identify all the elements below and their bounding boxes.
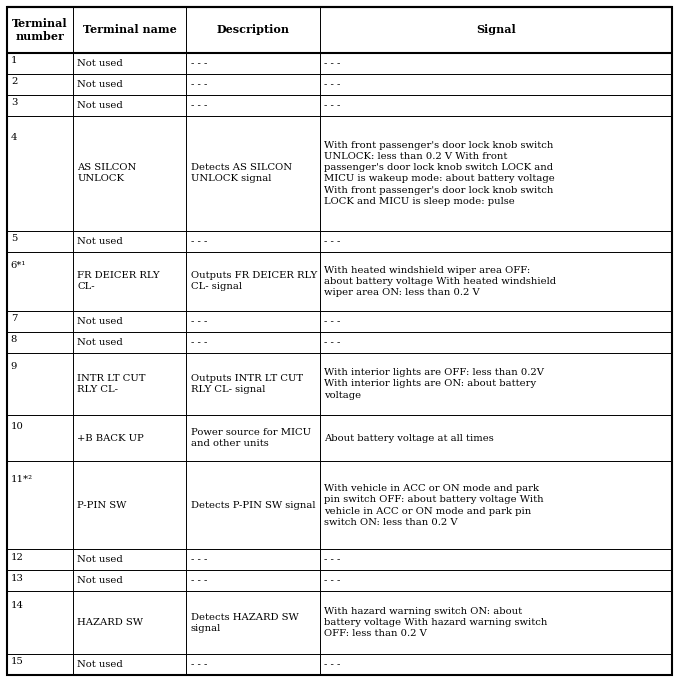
Text: Not used: Not used bbox=[77, 576, 123, 585]
Text: - - -: - - - bbox=[324, 660, 340, 669]
Text: FR DEICER RLY
CL-: FR DEICER RLY CL- bbox=[77, 271, 160, 291]
Text: - - -: - - - bbox=[324, 237, 340, 246]
Text: 3: 3 bbox=[11, 98, 17, 107]
Text: Outputs INTR LT CUT
RLY CL- signal: Outputs INTR LT CUT RLY CL- signal bbox=[191, 374, 303, 394]
Text: Signal: Signal bbox=[476, 25, 516, 35]
Text: 9: 9 bbox=[11, 362, 17, 371]
Text: Detects HAZARD SW
signal: Detects HAZARD SW signal bbox=[191, 612, 298, 633]
Text: - - -: - - - bbox=[324, 338, 340, 346]
Text: - - -: - - - bbox=[191, 80, 207, 89]
Text: 14: 14 bbox=[11, 601, 24, 610]
Text: 6*¹: 6*¹ bbox=[11, 261, 26, 270]
Text: - - -: - - - bbox=[324, 555, 340, 565]
Text: With hazard warning switch ON: about
battery voltage With hazard warning switch
: With hazard warning switch ON: about bat… bbox=[324, 607, 547, 638]
Text: 4: 4 bbox=[11, 133, 18, 142]
Text: With vehicle in ACC or ON mode and park
pin switch OFF: about battery voltage Wi: With vehicle in ACC or ON mode and park … bbox=[324, 484, 543, 527]
Text: With heated windshield wiper area OFF:
about battery voltage With heated windshi: With heated windshield wiper area OFF: a… bbox=[324, 266, 555, 297]
Text: Not used: Not used bbox=[77, 555, 123, 565]
Text: Not used: Not used bbox=[77, 59, 123, 68]
Text: - - -: - - - bbox=[324, 101, 340, 110]
Text: - - -: - - - bbox=[191, 237, 207, 246]
Text: - - -: - - - bbox=[191, 576, 207, 585]
Text: Not used: Not used bbox=[77, 316, 123, 325]
Text: - - -: - - - bbox=[324, 576, 340, 585]
Text: Detects AS SILCON
UNLOCK signal: Detects AS SILCON UNLOCK signal bbox=[191, 163, 291, 183]
Text: Detects P-PIN SW signal: Detects P-PIN SW signal bbox=[191, 501, 315, 510]
Text: Not used: Not used bbox=[77, 660, 123, 669]
Text: - - -: - - - bbox=[324, 316, 340, 325]
Text: Not used: Not used bbox=[77, 237, 123, 246]
Text: Not used: Not used bbox=[77, 80, 123, 89]
Text: - - -: - - - bbox=[191, 555, 207, 565]
Text: - - -: - - - bbox=[191, 316, 207, 325]
Text: 2: 2 bbox=[11, 77, 17, 86]
Text: Terminal
number: Terminal number bbox=[12, 18, 68, 42]
Text: - - -: - - - bbox=[191, 101, 207, 110]
Text: Power source for MICU
and other units: Power source for MICU and other units bbox=[191, 428, 310, 449]
Text: Terminal name: Terminal name bbox=[83, 25, 177, 35]
Text: 5: 5 bbox=[11, 234, 17, 243]
Text: 8: 8 bbox=[11, 335, 17, 344]
Text: Not used: Not used bbox=[77, 338, 123, 346]
Text: 7: 7 bbox=[11, 314, 17, 323]
Text: With front passenger's door lock knob switch
UNLOCK: less than 0.2 V With front
: With front passenger's door lock knob sw… bbox=[324, 141, 554, 206]
Text: AS SILCON
UNLOCK: AS SILCON UNLOCK bbox=[77, 163, 136, 183]
Text: 15: 15 bbox=[11, 657, 24, 666]
Text: About battery voltage at all times: About battery voltage at all times bbox=[324, 434, 494, 443]
Text: 1: 1 bbox=[11, 56, 18, 65]
Text: Description: Description bbox=[217, 25, 289, 35]
Text: 13: 13 bbox=[11, 574, 24, 582]
Text: 11*²: 11*² bbox=[11, 475, 33, 484]
Text: - - -: - - - bbox=[324, 59, 340, 68]
Text: +B BACK UP: +B BACK UP bbox=[77, 434, 144, 443]
Text: 10: 10 bbox=[11, 422, 24, 431]
Text: With interior lights are OFF: less than 0.2V
With interior lights are ON: about : With interior lights are OFF: less than … bbox=[324, 368, 544, 400]
Text: INTR LT CUT
RLY CL-: INTR LT CUT RLY CL- bbox=[77, 374, 146, 394]
Text: - - -: - - - bbox=[191, 660, 207, 669]
Text: HAZARD SW: HAZARD SW bbox=[77, 619, 143, 627]
Text: - - -: - - - bbox=[191, 59, 207, 68]
Text: - - -: - - - bbox=[324, 80, 340, 89]
Text: - - -: - - - bbox=[191, 338, 207, 346]
Text: Outputs FR DEICER RLY
CL- signal: Outputs FR DEICER RLY CL- signal bbox=[191, 271, 317, 291]
Text: Not used: Not used bbox=[77, 101, 123, 110]
Text: P-PIN SW: P-PIN SW bbox=[77, 501, 127, 510]
Text: 12: 12 bbox=[11, 552, 24, 561]
